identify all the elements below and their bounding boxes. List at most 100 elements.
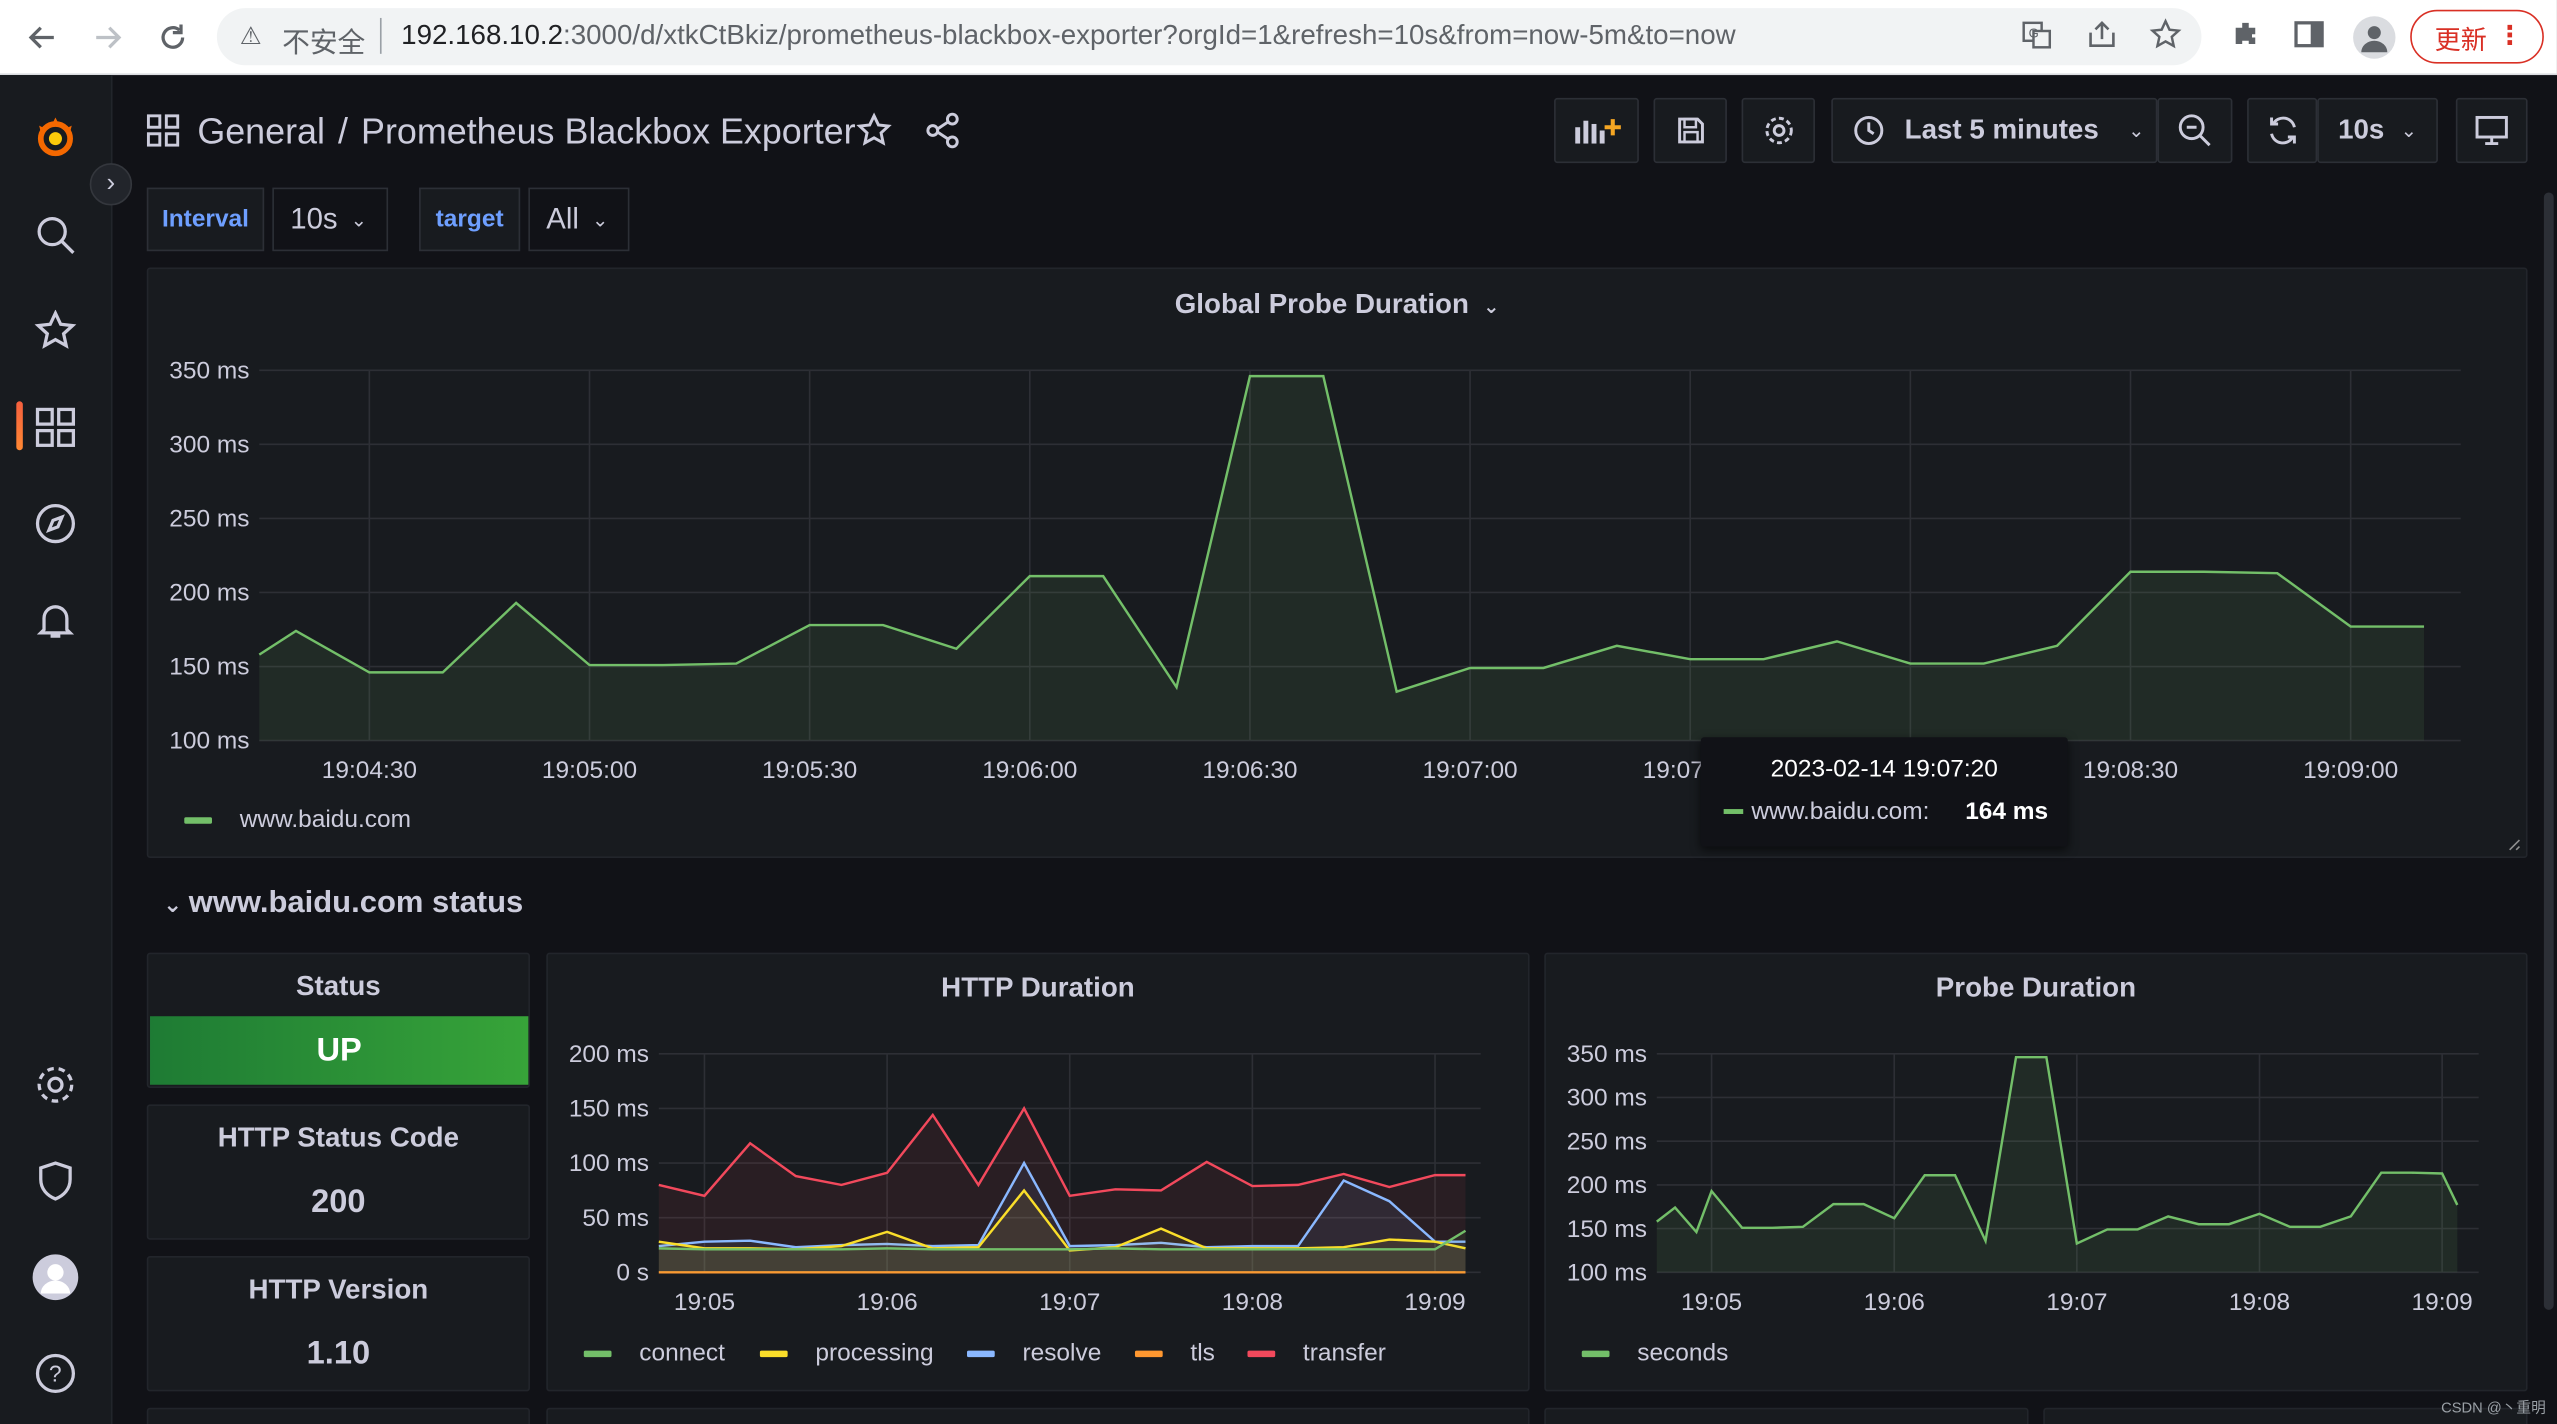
warning-icon: ⚠ — [239, 22, 262, 51]
x-tick-label: 19:06:00 — [982, 757, 1077, 784]
favorite-star-icon[interactable] — [856, 112, 892, 157]
legend-item-transfer[interactable]: transfer — [1247, 1339, 1386, 1367]
extensions-icon[interactable] — [2226, 18, 2265, 57]
svg-text:G: G — [2029, 26, 2039, 41]
x-tick-label: 19:07 — [2046, 1289, 2107, 1316]
legend-item-resolve[interactable]: resolve — [967, 1339, 1101, 1367]
status-stat-panel: Status UP — [146, 952, 530, 1089]
probe-duration-panel: Probe Duration 350 ms 300 ms 250 ms 200 ms 1… — [1544, 952, 2529, 1393]
series-area-www.baidu.com — [259, 376, 2425, 741]
x-tick-label: 19:08 — [1222, 1289, 1283, 1316]
row-collapse-chevron-icon: ⌄ — [163, 890, 183, 917]
http-duration-chart[interactable]: 200 ms 150 ms 100 ms 50 ms 0 s 19:05 19:06 19:0… — [548, 954, 1531, 1393]
browser-update-button[interactable]: 更新 ⋮ — [2410, 9, 2544, 64]
explore-compass-icon[interactable] — [29, 498, 81, 550]
side-panel-icon[interactable] — [2290, 18, 2329, 57]
bookmark-star-icon[interactable] — [2146, 18, 2185, 57]
dashboard-settings-button[interactable] — [1741, 97, 1815, 164]
share-dashboard-icon[interactable] — [925, 112, 961, 157]
forward-icon[interactable] — [85, 15, 131, 61]
zoom-out-button[interactable] — [2157, 97, 2233, 164]
grafana-logo-icon[interactable] — [29, 111, 81, 163]
y-tick-label: 100 ms — [569, 1150, 649, 1177]
tooltip-value: 164 ms — [1965, 797, 2049, 826]
refresh-interval-picker[interactable]: 10s ⌄ — [2317, 97, 2438, 164]
server-admin-shield-icon[interactable] — [29, 1155, 81, 1207]
tv-mode-button[interactable] — [2455, 97, 2528, 164]
monitor-icon — [2475, 115, 2508, 146]
grafana-sidebar: ? — [0, 75, 113, 1424]
starred-icon[interactable] — [29, 305, 81, 357]
legend-item-connect[interactable]: connect — [583, 1339, 725, 1367]
variable-value-target: All — [546, 202, 579, 235]
add-panel-button[interactable] — [1554, 97, 1639, 164]
panel-title[interactable]: Global Probe Duration ⌄ — [148, 289, 2526, 322]
probe-duration-chart[interactable]: 350 ms 300 ms 250 ms 200 ms 150 ms 100 ms 19:0… — [1546, 954, 2529, 1393]
series-line-www.baidu.com — [258, 374, 2425, 694]
browser-toolbar: ⚠ 不安全 192.168.10.2:3000/d/xtkCtBkiz/prom… — [0, 0, 2557, 76]
settings-gear-icon — [1764, 116, 1792, 145]
stat-title[interactable]: Status — [295, 970, 381, 1002]
y-tick-label: 300 ms — [169, 431, 249, 458]
url-path: :3000/d/xtkCtBkiz/prometheus-blackbox-ex… — [563, 19, 1736, 51]
legend-swatch — [759, 1349, 788, 1357]
legend-swatch — [1247, 1349, 1276, 1357]
help-icon[interactable]: ? — [29, 1347, 81, 1399]
active-indicator — [16, 401, 23, 451]
refresh-button[interactable] — [2247, 97, 2318, 164]
panel-title[interactable]: Probe Duration — [1935, 972, 2137, 1004]
share-page-icon[interactable] — [2082, 18, 2121, 57]
panel-title[interactable]: HTTP Duration — [941, 972, 1135, 1004]
legend-item[interactable]: www.baidu.com — [184, 806, 411, 834]
profile-avatar-icon[interactable] — [2353, 16, 2396, 59]
save-dashboard-button[interactable] — [1653, 97, 1727, 164]
refresh-interval-label: 10s — [2338, 114, 2385, 146]
x-tick-label: 19:09:00 — [2303, 757, 2398, 784]
row-header[interactable]: ⌄ www.baidu.com status — [163, 886, 523, 922]
expand-sidebar-chevron-icon[interactable]: › — [89, 163, 133, 206]
x-tick-label: 19:08 — [2229, 1289, 2290, 1316]
legend-label: tls — [1190, 1339, 1215, 1367]
refresh-icon — [2269, 116, 2296, 145]
legend-item-tls[interactable]: tls — [1134, 1339, 1215, 1367]
time-range-picker[interactable]: Last 5 minutes ⌄ — [1831, 97, 2158, 164]
x-tick-label: 19:05:00 — [542, 757, 637, 784]
back-icon[interactable] — [20, 15, 66, 61]
variable-select-target[interactable]: All ⌄ — [528, 187, 630, 252]
variable-select-interval[interactable]: 10s ⌄ — [272, 187, 389, 252]
legend-label: processing — [815, 1339, 934, 1367]
y-tick-label: 200 ms — [1567, 1172, 1647, 1199]
x-tick-label: 19:07 — [1039, 1289, 1100, 1316]
alerting-bell-icon[interactable] — [29, 594, 81, 646]
legend-swatch — [184, 816, 212, 823]
legend-item[interactable]: seconds — [1581, 1339, 1728, 1367]
tooltip-swatch — [1723, 809, 1744, 814]
tooltip-time: 2023-02-14 19:07:20 — [1770, 755, 1998, 783]
series-line-connect — [658, 1229, 1467, 1251]
chevron-down-icon: ⌄ — [350, 207, 368, 231]
add-panel-icon — [1575, 119, 1621, 144]
insecure-label: 不安全 — [282, 27, 366, 59]
watermark: CSDN @丶重明 — [2441, 1399, 2546, 1416]
x-tick-label: 19:05:30 — [762, 757, 857, 784]
series-line-seconds — [1656, 1055, 2459, 1246]
translate-icon[interactable]: G — [2017, 18, 2056, 57]
breadcrumb: General / Prometheus Blackbox Exporter — [197, 111, 855, 153]
legend-item-processing[interactable]: processing — [759, 1339, 934, 1367]
address-bar[interactable]: ⚠ 不安全 192.168.10.2:3000/d/xtkCtBkiz/prom… — [216, 8, 2202, 66]
dashboards-icon[interactable] — [29, 401, 81, 453]
search-icon[interactable] — [29, 209, 81, 261]
configuration-gear-icon[interactable] — [29, 1059, 81, 1111]
reload-icon[interactable] — [150, 15, 196, 61]
http-version-panel: HTTP Version 1.10 — [146, 1256, 530, 1392]
dashboard-title[interactable]: Prometheus Blackbox Exporter — [361, 110, 856, 152]
resize-handle-icon[interactable] — [2505, 835, 2521, 851]
user-avatar-icon[interactable] — [29, 1251, 81, 1303]
page-scrollbar[interactable] — [2543, 192, 2554, 1310]
breadcrumb-folder[interactable]: General — [197, 110, 325, 152]
stat-title[interactable]: HTTP Version — [248, 1273, 429, 1305]
global-probe-chart[interactable]: 350 ms 300 ms 250 ms 200 ms 150 ms 100 ms 19:0… — [148, 269, 2529, 859]
stat-title[interactable]: HTTP Status Code — [217, 1122, 460, 1154]
y-tick-label: 150 ms — [569, 1096, 649, 1123]
